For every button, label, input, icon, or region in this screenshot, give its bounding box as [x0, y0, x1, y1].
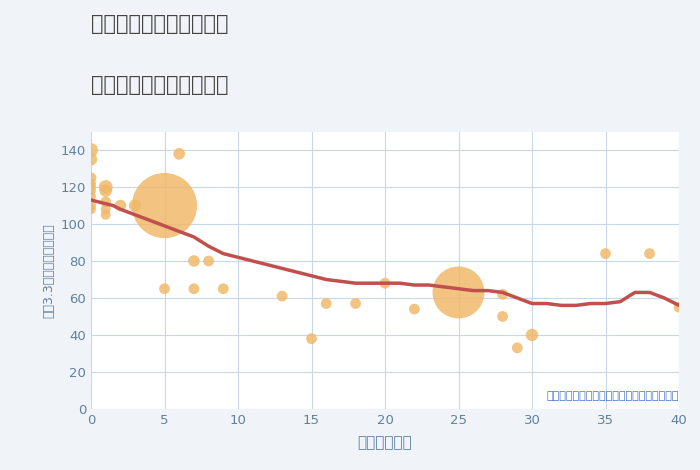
Point [379, 280, 391, 287]
Point [85, 193, 97, 200]
Point [350, 300, 361, 307]
Point [85, 187, 97, 195]
Point [188, 285, 199, 292]
Point [600, 250, 611, 258]
Point [321, 300, 332, 307]
Point [673, 304, 685, 311]
Point [85, 174, 97, 181]
Point [159, 285, 170, 292]
Point [203, 257, 214, 265]
Point [188, 257, 199, 265]
Point [85, 205, 97, 213]
Point [85, 180, 97, 187]
Point [130, 202, 141, 209]
Point [85, 183, 97, 191]
Point [453, 289, 464, 296]
Point [100, 211, 111, 219]
Point [497, 290, 508, 298]
Point [497, 313, 508, 320]
Point [526, 331, 538, 339]
Point [100, 205, 111, 213]
Point [512, 344, 523, 352]
Text: 福岡県福岡市西区北原の: 福岡県福岡市西区北原の [91, 14, 228, 34]
Point [306, 335, 317, 343]
Point [218, 285, 229, 292]
Point [85, 146, 97, 154]
Point [115, 202, 126, 209]
Point [409, 306, 420, 313]
Point [276, 292, 288, 300]
Point [159, 202, 170, 209]
Point [174, 150, 185, 157]
Text: 築年数別中古戸建て価格: 築年数別中古戸建て価格 [91, 75, 228, 95]
Point [100, 187, 111, 195]
Point [100, 198, 111, 205]
Point [100, 183, 111, 191]
Point [644, 250, 655, 258]
Y-axis label: 坪（3.3㎡）単価（万円）: 坪（3.3㎡）単価（万円） [42, 223, 55, 318]
Point [85, 202, 97, 209]
Point [85, 156, 97, 163]
Text: 円の大きさは、取引のあった物件面積を示す: 円の大きさは、取引のあった物件面積を示す [547, 391, 679, 400]
X-axis label: 築年数（年）: 築年数（年） [358, 435, 412, 450]
